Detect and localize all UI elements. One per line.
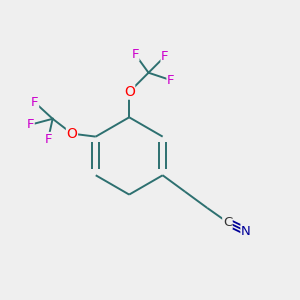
Text: F: F <box>161 50 169 63</box>
Text: O: O <box>67 127 77 141</box>
Text: N: N <box>241 225 251 238</box>
Text: F: F <box>131 48 139 61</box>
Text: O: O <box>124 85 135 99</box>
Text: C: C <box>223 216 232 229</box>
Text: F: F <box>31 96 39 109</box>
Text: F: F <box>44 133 52 146</box>
Text: F: F <box>27 118 34 131</box>
Text: F: F <box>167 74 175 87</box>
